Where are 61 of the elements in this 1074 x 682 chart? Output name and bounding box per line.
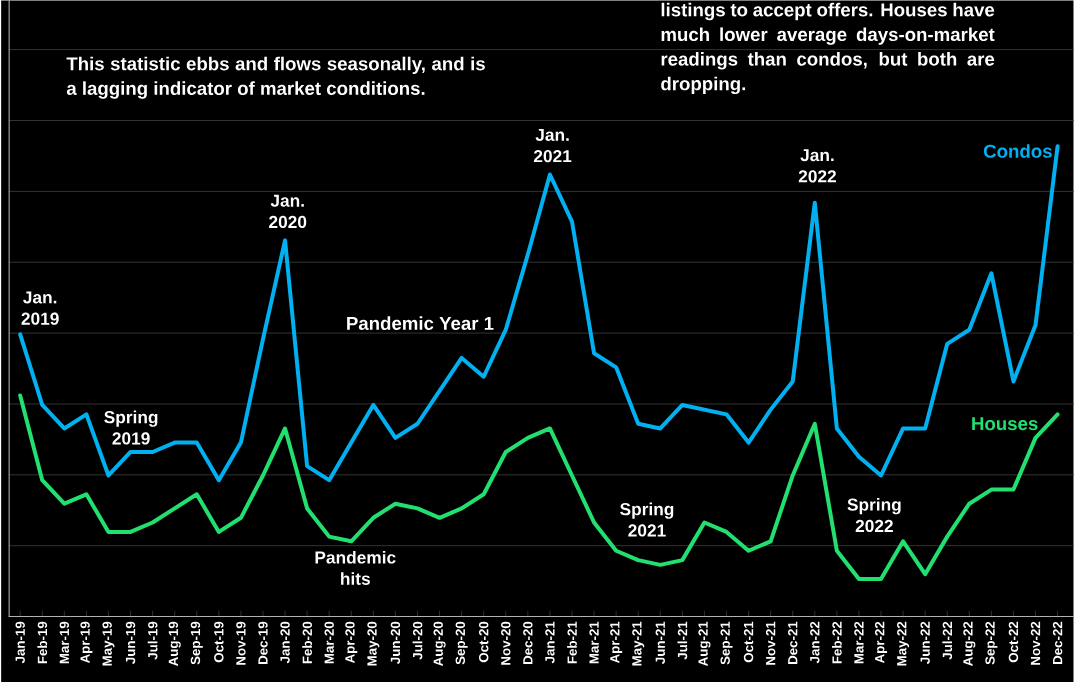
- x-tick-label: Oct-22: [1008, 621, 1019, 662]
- text: This statistic ebbs and flows seasonally, and is a lagging indicator of market conditions.: [66, 56, 485, 99]
- x-tick-label: Mar-22: [854, 621, 864, 664]
- x-tick-label: Sep-19: [190, 621, 203, 665]
- annotation: Pandemic hits: [315, 550, 396, 585]
- x-tick-label: Jan-19: [15, 621, 25, 664]
- x-tick-label: Dec-21: [788, 621, 798, 664]
- x-tick-label: Oct-20: [478, 621, 489, 662]
- x-tick-label: Sep-20: [455, 621, 468, 665]
- x-tick-label: Jun-21: [655, 621, 665, 664]
- x-tick-label: Jun-22: [920, 621, 930, 664]
- annotation: Jan. 2019: [21, 291, 59, 325]
- x-tick-label: Oct-21: [743, 621, 754, 662]
- annotation: Jan. 2020: [269, 194, 307, 228]
- x-tick-label: Feb-19: [37, 621, 48, 664]
- x-tick-label: Jan-22: [810, 621, 820, 664]
- x-tick-label: Apr-22: [874, 621, 888, 663]
- x-tick-label: Aug-20: [433, 621, 446, 666]
- x-tick-label: Feb-21: [567, 621, 577, 664]
- x-tick-label: Nov-20: [501, 621, 511, 665]
- x-tick-label: May-20: [367, 621, 380, 666]
- annotation: Jan. 2022: [798, 148, 836, 183]
- x-tick-label: Jul-22: [942, 621, 953, 660]
- x-tick-label: Jun-19: [125, 621, 136, 664]
- x-tick-label: Apr-21: [610, 621, 623, 663]
- x-tick-label: Dec-19: [258, 621, 268, 664]
- x-tick-label: May-21: [632, 621, 645, 666]
- x-tick-label: Jul-19: [147, 621, 158, 660]
- x-tick-label: Feb-22: [831, 621, 842, 664]
- x-tick-label: Sep-21: [720, 621, 733, 665]
- series-label: Houses: [972, 417, 1038, 431]
- x-tick-label: Aug-22: [963, 621, 976, 666]
- x-tick-label: Apr-19: [80, 621, 93, 663]
- x-tick-label: May-22: [897, 621, 910, 666]
- x-tick-label: Oct-19: [214, 621, 224, 662]
- x-tick-label: Jul-21: [677, 621, 688, 660]
- x-tick-label: Nov-19: [236, 621, 246, 665]
- x-tick-label: Dec-20: [523, 621, 533, 664]
- x-tick-label: Sep-22: [985, 621, 998, 665]
- text: listings to accept offers. Houses have much lower average days-on-market readings than condos, but both are dropping.: [661, 2, 995, 94]
- x-tick-label: May-19: [102, 621, 115, 666]
- x-tick-label: Mar-20: [324, 621, 334, 664]
- annotation: Pandemic Year 1: [347, 316, 494, 330]
- x-tick-label: Jan-20: [280, 621, 290, 664]
- x-tick-label: Mar-19: [59, 621, 70, 664]
- x-tick-label: Apr-20: [345, 621, 358, 663]
- annotation: Spring 2022: [847, 497, 901, 532]
- x-tick-label: Aug-21: [698, 621, 711, 666]
- x-tick-label: Nov-22: [1030, 621, 1041, 665]
- x-tick-label: Jun-20: [390, 621, 401, 664]
- annotation: Jan. 2021: [533, 128, 572, 163]
- x-tick-label: Aug-19: [168, 621, 181, 666]
- x-tick-label: Jul-20: [412, 621, 423, 660]
- x-tick-label: Nov-21: [765, 621, 776, 665]
- annotation: Spring 2021: [620, 502, 674, 537]
- series-label: Condos: [983, 143, 1052, 158]
- x-tick-label: Dec-22: [1052, 621, 1063, 664]
- x-tick-label: Mar-21: [589, 621, 599, 664]
- annotation: Spring 2019: [104, 410, 158, 445]
- x-tick-label: Jan-21: [545, 621, 555, 664]
- x-tick-label: Feb-20: [302, 621, 313, 664]
